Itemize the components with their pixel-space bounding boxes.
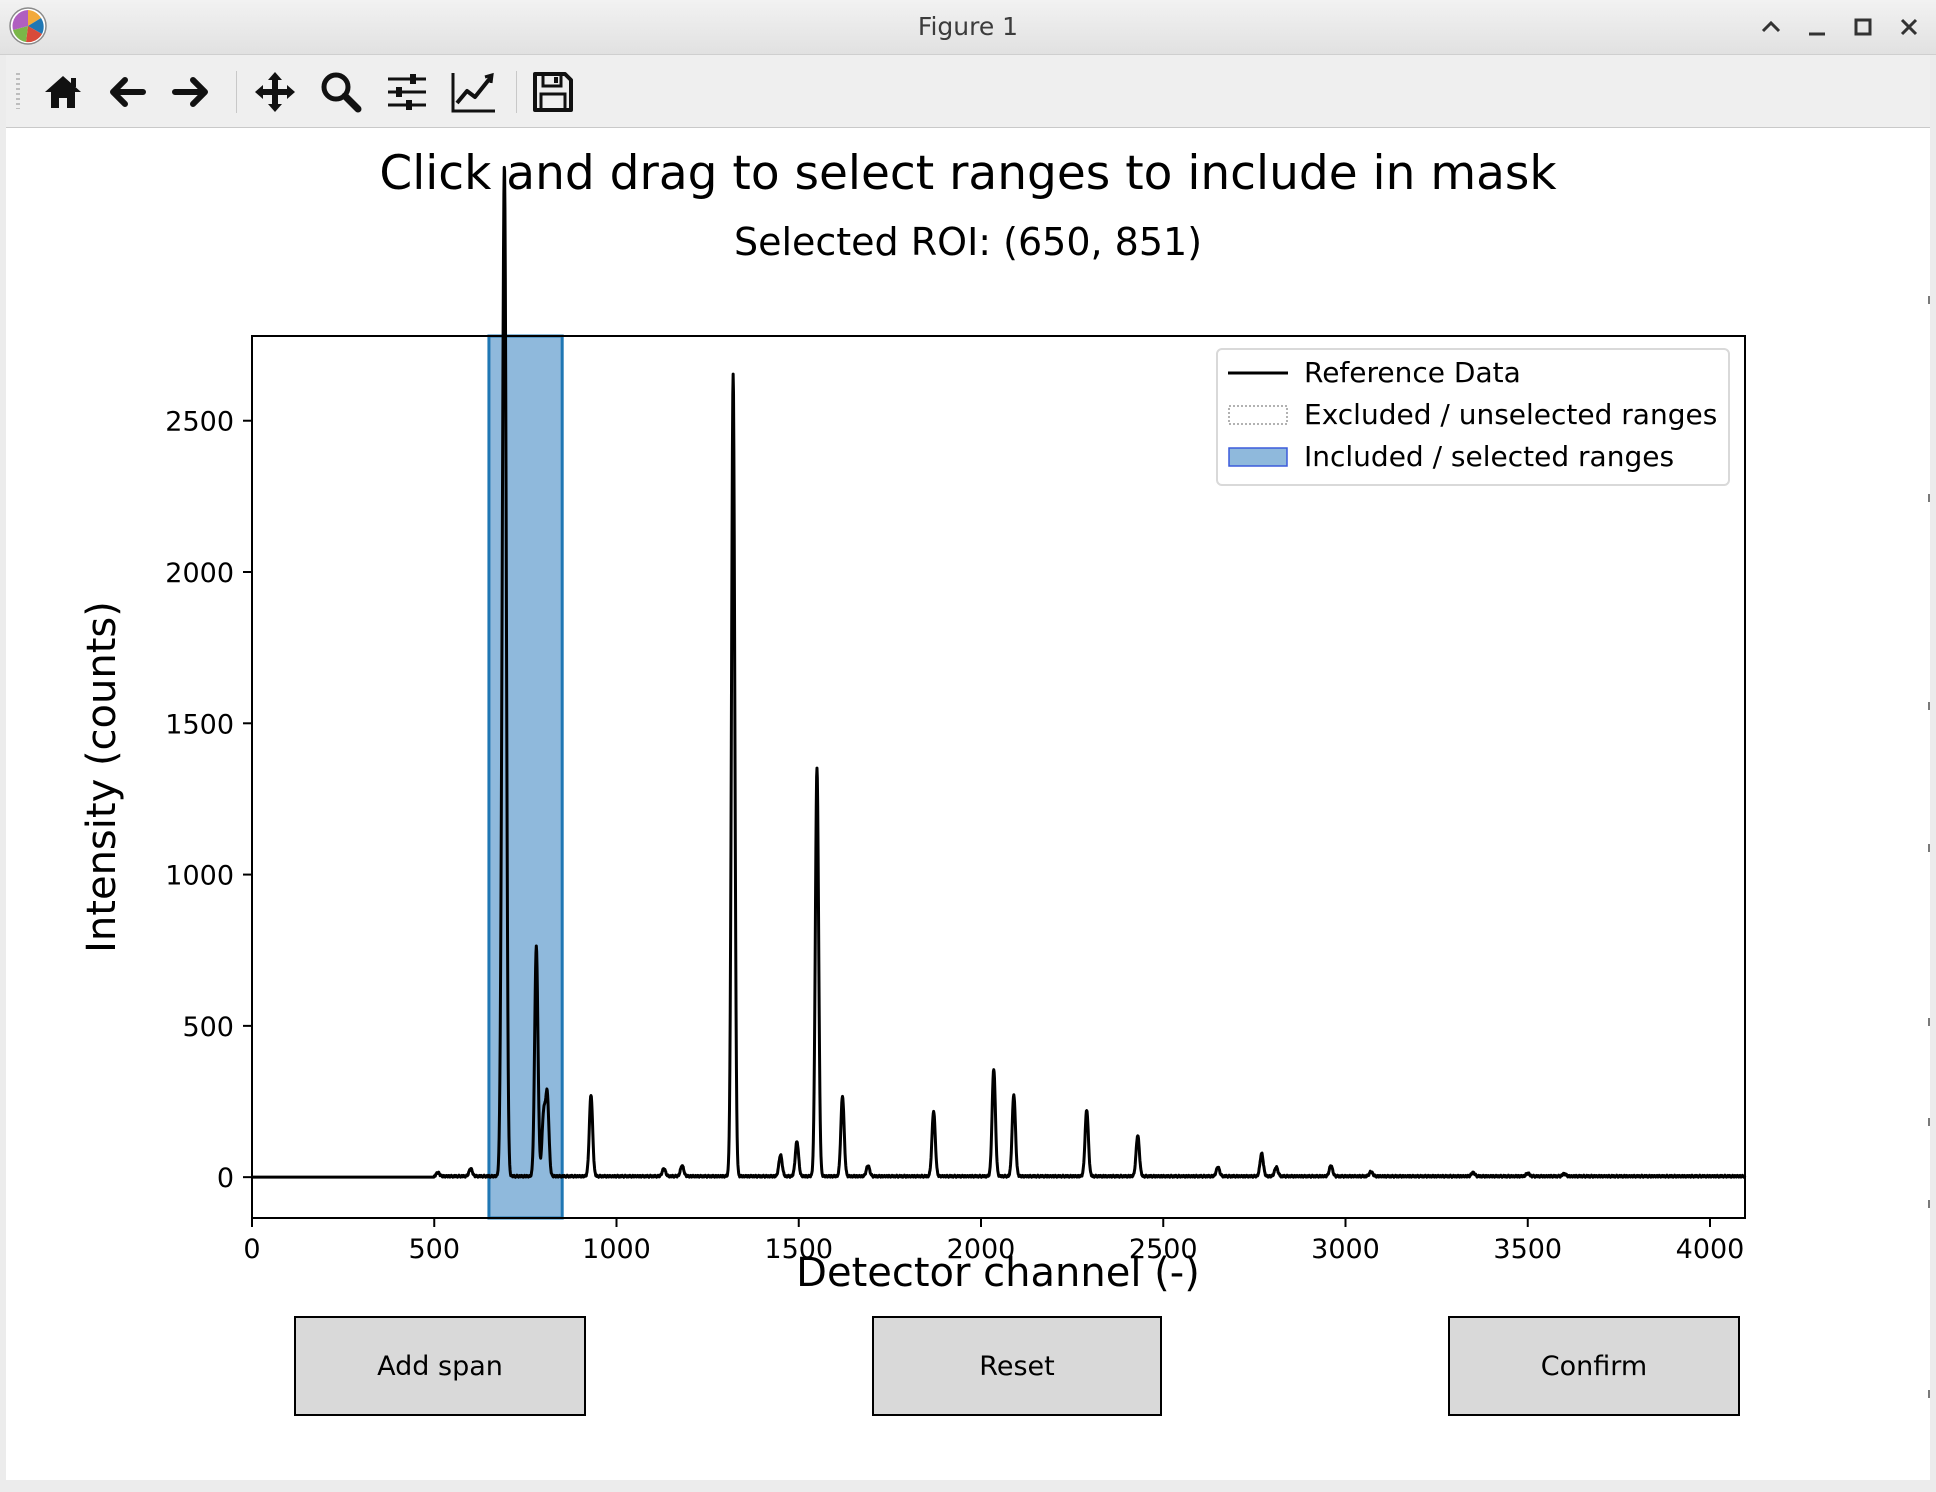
legend-label-reference: Reference Data xyxy=(1304,356,1521,389)
figure-subtitle: Selected ROI: (650, 851) xyxy=(733,220,1203,264)
move-icon xyxy=(255,72,295,112)
reference-data-line xyxy=(250,165,1747,1179)
chevron-up-icon[interactable] xyxy=(1754,10,1788,44)
arrow-left-icon xyxy=(110,77,146,107)
maximize-icon[interactable] xyxy=(1846,10,1880,44)
add-span-button[interactable]: Add span xyxy=(294,1316,586,1416)
magnifier-icon xyxy=(321,72,362,113)
window-edge-mark xyxy=(1928,1390,1930,1398)
y-tick-label: 2000 xyxy=(165,558,234,589)
x-tick-label: 1000 xyxy=(582,1234,651,1265)
legend-label-excluded: Excluded / unselected ranges xyxy=(1304,398,1718,431)
window-edge-mark xyxy=(1928,296,1930,304)
x-tick-label: 2500 xyxy=(1129,1234,1198,1265)
x-tick-label: 1500 xyxy=(764,1234,833,1265)
x-tick-label: 0 xyxy=(243,1234,260,1265)
floppy-disk-icon xyxy=(533,72,573,112)
confirm-button[interactable]: Confirm xyxy=(1448,1316,1740,1416)
home-button[interactable] xyxy=(36,65,90,119)
window-title: Figure 1 xyxy=(917,12,1019,41)
back-button[interactable] xyxy=(100,65,154,119)
x-tick-label: 3500 xyxy=(1493,1234,1562,1265)
window-edge-mark xyxy=(1928,494,1930,502)
home-icon xyxy=(45,76,81,108)
axes-frame xyxy=(251,335,1746,1219)
x-tick-label: 4000 xyxy=(1676,1234,1745,1265)
figure-canvas[interactable]: Click and drag to select ranges to inclu… xyxy=(6,128,1930,1480)
legend-label-included: Included / selected ranges xyxy=(1304,440,1675,473)
window-edge-mark xyxy=(1928,844,1930,852)
plot-axes[interactable]: 0 500 1000 1500 2000 2500 3000 3500 4000 0 500 100… xyxy=(165,165,1747,1265)
pan-button[interactable] xyxy=(248,65,302,119)
y-tick-label: 1000 xyxy=(165,861,234,892)
x-tick-label: 500 xyxy=(408,1234,460,1265)
navigation-toolbar xyxy=(6,55,1930,128)
app-logo-icon xyxy=(9,7,47,45)
legend-entry-included: Included / selected ranges xyxy=(1218,436,1728,478)
legend-line-swatch xyxy=(1228,371,1288,375)
window-titlebar: Figure 1 xyxy=(0,0,1936,55)
y-axis-label: Intensity (counts) xyxy=(79,601,125,953)
edit-axes-button[interactable] xyxy=(446,65,500,119)
y-tick-label: 500 xyxy=(182,1012,234,1043)
minimize-icon[interactable] xyxy=(1800,10,1834,44)
window-edge-mark xyxy=(1928,1018,1930,1026)
legend-included-swatch xyxy=(1228,447,1288,467)
window-edge-mark xyxy=(1928,702,1930,710)
legend-entry-reference: Reference Data xyxy=(1218,352,1728,394)
arrow-right-icon xyxy=(172,77,208,107)
legend-entry-excluded: Excluded / unselected ranges xyxy=(1218,394,1728,436)
close-icon[interactable] xyxy=(1892,10,1926,44)
save-button[interactable] xyxy=(526,65,580,119)
figure-title: Click and drag to select ranges to inclu… xyxy=(379,146,1557,201)
x-tick-label: 3000 xyxy=(1311,1234,1380,1265)
toolbar-separator xyxy=(516,71,517,113)
forward-button[interactable] xyxy=(164,65,218,119)
sliders-icon xyxy=(388,74,426,110)
x-axis-label: Detector channel (-) xyxy=(796,1250,1200,1296)
y-tick-label: 0 xyxy=(217,1163,234,1194)
toolbar-grip[interactable] xyxy=(16,73,20,109)
window-edge-mark xyxy=(1928,1118,1930,1126)
window-edge-mark xyxy=(1928,1200,1930,1208)
y-tick-label: 1500 xyxy=(165,709,234,740)
legend-excluded-swatch xyxy=(1228,405,1288,425)
zoom-button[interactable] xyxy=(314,65,368,119)
line-chart-icon xyxy=(451,72,495,113)
legend: Reference Data Excluded / unselected ran… xyxy=(1216,348,1730,486)
subplots-button[interactable] xyxy=(380,65,434,119)
y-tick-label: 2500 xyxy=(165,407,234,438)
reset-button[interactable]: Reset xyxy=(872,1316,1162,1416)
toolbar-separator xyxy=(236,71,237,113)
x-tick-label: 2000 xyxy=(947,1234,1016,1265)
